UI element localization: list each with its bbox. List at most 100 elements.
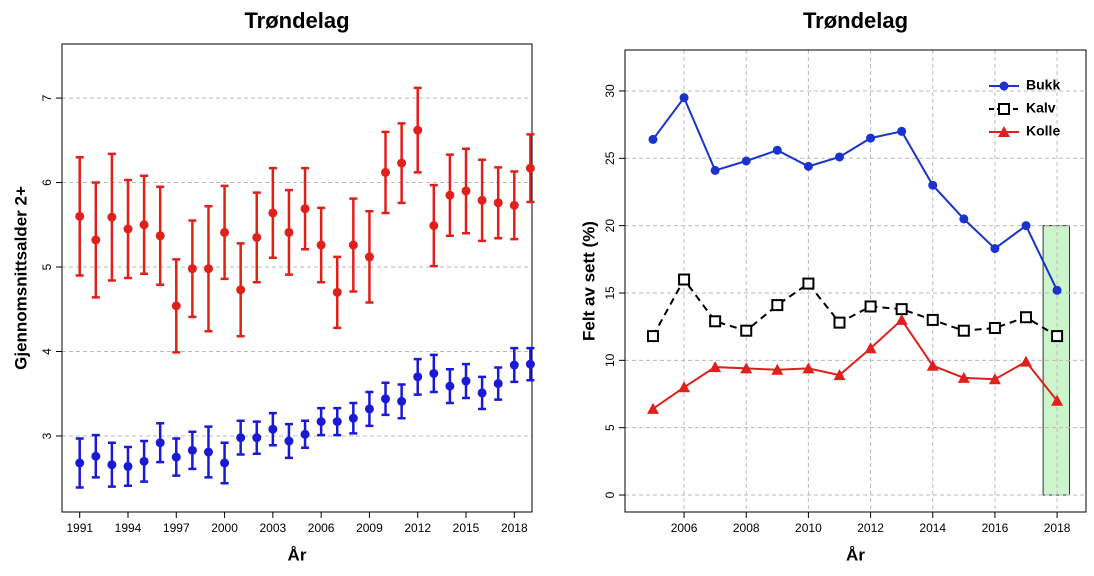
mean-point — [123, 461, 133, 471]
point — [648, 134, 658, 144]
legend-marker — [998, 126, 1010, 137]
mean-point — [461, 376, 471, 386]
mean-point — [316, 417, 326, 427]
x-tick-label: 2012 — [857, 521, 884, 535]
x-tick-label: 2000 — [211, 521, 238, 535]
point — [959, 214, 969, 224]
mean-point — [381, 394, 391, 404]
point — [866, 133, 876, 143]
point — [834, 152, 844, 162]
mean-point — [107, 460, 117, 470]
point — [710, 165, 720, 175]
mean-point — [187, 445, 197, 455]
x-tick-label: 2016 — [982, 521, 1009, 535]
mean-point — [493, 379, 503, 389]
plot-frame — [61, 43, 533, 513]
y-tick-label: 3 — [40, 432, 54, 439]
mean-point — [493, 198, 503, 208]
point — [709, 361, 722, 373]
mean-point — [429, 221, 439, 231]
y-axis-label: Felt av sett (%) — [579, 221, 598, 341]
series-line — [652, 95, 1058, 291]
series-line — [652, 318, 1058, 410]
mean-point — [525, 359, 535, 369]
mean-point — [413, 372, 423, 382]
legend-label: Kolle — [1026, 123, 1060, 139]
y-tick-label: 7 — [40, 94, 54, 101]
point — [771, 299, 784, 312]
mean-point — [123, 224, 133, 234]
point — [678, 273, 691, 286]
mean-point — [107, 212, 117, 222]
mean-point — [155, 438, 165, 448]
y-tick-label: 20 — [603, 219, 617, 233]
y-tick-label: 15 — [603, 286, 617, 300]
point — [646, 330, 659, 343]
point — [864, 342, 877, 354]
mean-point — [332, 287, 342, 297]
mean-point — [364, 404, 374, 414]
point — [957, 371, 970, 383]
mean-point — [397, 396, 407, 406]
mean-point — [91, 235, 101, 245]
mean-point — [236, 433, 246, 443]
point — [988, 322, 1001, 335]
mean-point — [284, 436, 294, 446]
mean-point — [348, 240, 358, 250]
mean-point — [332, 417, 342, 427]
mean-point — [509, 360, 519, 370]
x-axis-label: År — [288, 545, 307, 564]
mean-point — [445, 381, 455, 391]
y-tick-label: 6 — [40, 179, 54, 186]
legend-label: Kalv — [1026, 100, 1056, 116]
mean-point — [171, 301, 181, 311]
point — [802, 362, 815, 374]
x-tick-label: 2009 — [356, 521, 383, 535]
point — [928, 180, 938, 190]
mean-point — [348, 413, 358, 423]
mean-point — [316, 240, 326, 250]
mean-point — [75, 211, 85, 221]
point — [740, 324, 753, 337]
point — [679, 93, 689, 103]
mean-point — [268, 424, 278, 434]
x-axis-label: År — [846, 545, 865, 564]
mean-point — [461, 186, 471, 196]
x-tick-label: 1991 — [66, 521, 93, 535]
mean-point — [268, 208, 278, 218]
point — [740, 362, 753, 374]
point — [1052, 285, 1062, 295]
mean-point — [413, 125, 423, 135]
mean-point — [300, 429, 310, 439]
y-tick-label: 5 — [40, 263, 54, 270]
x-tick-label: 2006 — [308, 521, 335, 535]
point — [803, 161, 813, 171]
point — [1020, 311, 1033, 324]
legend-label: Bukk — [1026, 77, 1060, 93]
y-tick-label: 4 — [40, 348, 54, 355]
mean-point — [203, 264, 213, 274]
point — [990, 244, 1000, 254]
x-tick-label: 2018 — [501, 521, 528, 535]
x-tick-label: 2003 — [260, 521, 287, 535]
point — [957, 324, 970, 337]
point — [895, 303, 908, 316]
x-tick-label: 2014 — [919, 521, 946, 535]
point — [678, 381, 691, 393]
point — [1021, 221, 1031, 231]
point — [709, 315, 722, 328]
mean-point — [75, 458, 85, 468]
chart-title: Trøndelag — [803, 8, 908, 33]
y-tick-label: 0 — [603, 491, 617, 498]
x-tick-label: 2010 — [795, 521, 822, 535]
point — [895, 313, 908, 325]
legend-marker — [999, 81, 1009, 91]
point — [646, 402, 659, 414]
mean-point — [220, 227, 230, 237]
y-tick-label: 30 — [603, 84, 617, 98]
mean-point — [252, 433, 262, 443]
mean-point — [477, 195, 487, 205]
y-tick-label: 10 — [603, 353, 617, 367]
point — [926, 313, 939, 326]
